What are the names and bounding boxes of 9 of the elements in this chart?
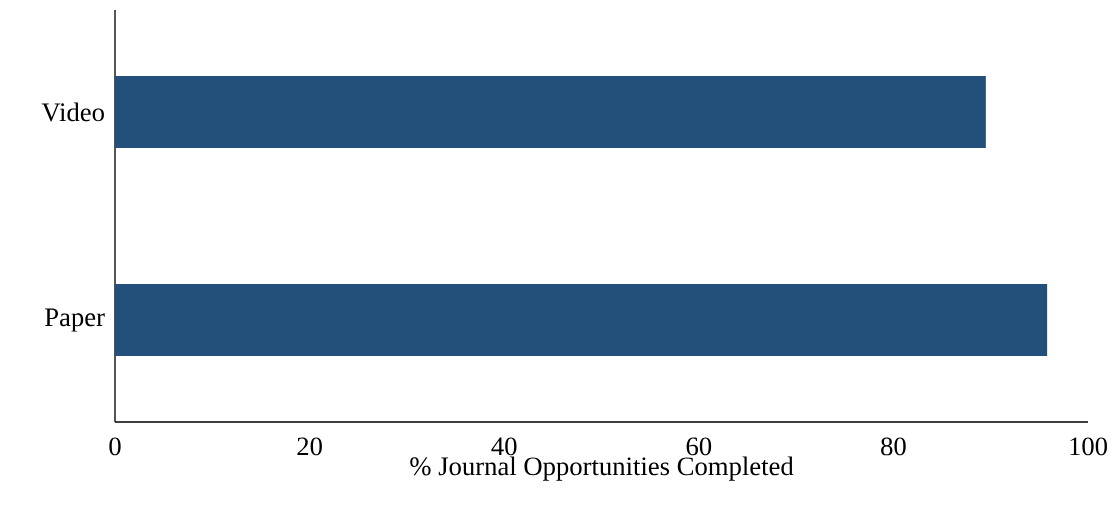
y-tick-label: Paper	[45, 308, 105, 332]
x-tick-label: 60	[686, 437, 712, 456]
x-tick-label: 100	[1070, 437, 1107, 456]
y-tick-label: Video	[41, 102, 104, 122]
x-tick-label: 80	[881, 437, 906, 456]
x-tick-label: 0	[109, 437, 121, 456]
x-tick-label: 20	[297, 437, 322, 456]
x-tick-label: 40	[491, 437, 517, 456]
x-axis-title: % Journal Opportunities Completed	[410, 456, 794, 481]
